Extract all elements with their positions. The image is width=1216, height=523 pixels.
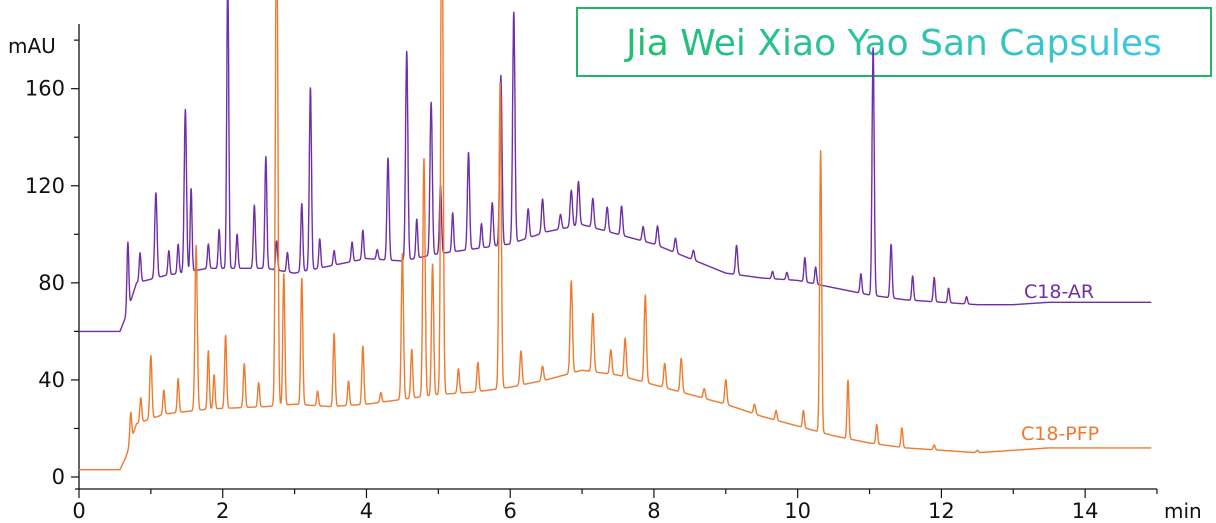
x-tick-label: 2 — [216, 499, 229, 523]
chart-title: Jia Wei Xiao Yao San Capsules — [624, 23, 1162, 64]
x-tick-label: 0 — [72, 499, 85, 523]
series-label-c18-pfp: C18-PFP — [1021, 423, 1099, 445]
x-tick-label: 4 — [360, 499, 373, 523]
x-tick-label: 6 — [504, 499, 517, 523]
y-tick-label: 40 — [38, 368, 65, 392]
y-tick-label: 80 — [38, 271, 65, 295]
x-tick-label: 8 — [647, 499, 660, 523]
y-axis-unit-label: mAU — [8, 34, 56, 58]
title-box — [576, 7, 1212, 77]
x-tick-label: 12 — [928, 499, 955, 523]
x-tick-label: 10 — [784, 499, 811, 523]
x-axis-unit-label: min — [1164, 499, 1202, 523]
x-tick-label: 14 — [1072, 499, 1099, 523]
series-layer — [79, 0, 1152, 471]
series-line-c18-ar — [79, 0, 1152, 333]
y-tick-label: 120 — [25, 174, 65, 198]
axes: 0 40 80 120 160 0 2 4 6 8 10 12 14 — [25, 24, 1158, 523]
series-label-c18-ar: C18-AR — [1024, 281, 1094, 303]
y-tick-label: 160 — [25, 77, 65, 101]
y-tick-label: 0 — [52, 465, 65, 489]
series-line-c18-pfp — [79, 0, 1152, 471]
